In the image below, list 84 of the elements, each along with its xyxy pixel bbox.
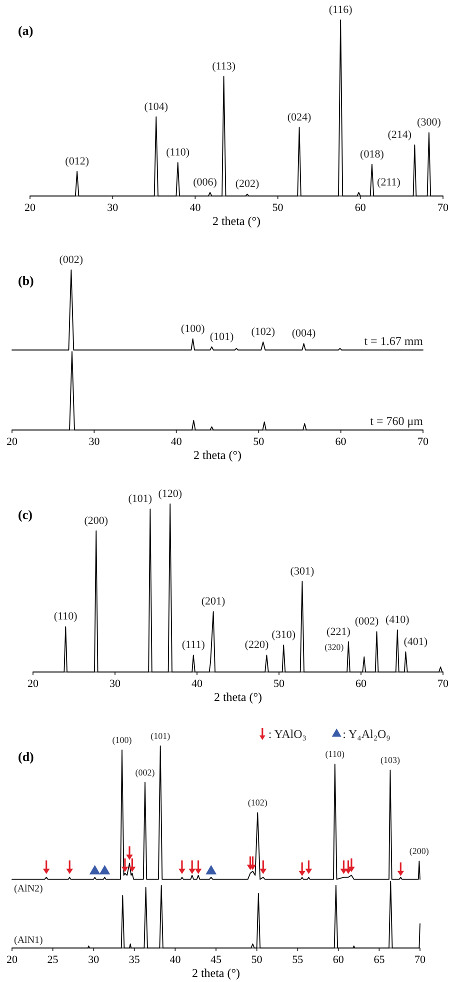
annotation: (100) xyxy=(112,735,132,746)
x-tick-label: 40 xyxy=(170,954,182,966)
annotation: (110) xyxy=(166,146,190,159)
x-axis-title: 2 theta (°) xyxy=(192,966,240,980)
x-tick-label: 30 xyxy=(88,436,100,448)
x-tick-label: 35 xyxy=(128,954,140,966)
x-axis-title: 2 theta (°) xyxy=(212,214,261,228)
annotation: (202) xyxy=(235,178,260,190)
x-tick-label: 25 xyxy=(47,954,59,966)
annotation: (211) xyxy=(377,176,401,188)
x-tick-label: 40 xyxy=(190,202,202,214)
series-label: t = 1.67 mm xyxy=(364,334,424,348)
annotation: (104) xyxy=(144,100,168,113)
annotation: (100) xyxy=(180,322,206,335)
x-axis-title: 2 theta (°) xyxy=(193,448,242,462)
annotation: (201) xyxy=(201,596,226,608)
annotation: (110) xyxy=(54,610,78,623)
x-tick-label: 60 xyxy=(335,436,347,448)
x-tick-label: 60 xyxy=(356,678,367,690)
annotation: (024) xyxy=(287,111,312,124)
chart-title: (d) xyxy=(18,749,34,764)
annotation: (300) xyxy=(417,116,442,129)
annotation: (200) xyxy=(84,514,108,527)
x-tick-label: 70 xyxy=(438,202,449,214)
annotation: (002) xyxy=(59,254,84,266)
x-tick-label: 20 xyxy=(28,678,39,690)
x-tick-label: 60 xyxy=(354,202,366,214)
series-label: (AlN1) xyxy=(14,935,43,946)
annotation: (120) xyxy=(158,488,182,500)
x-tick-label: 50 xyxy=(251,954,263,966)
annotation: (113) xyxy=(212,60,236,72)
x-tick-label: 30 xyxy=(88,954,100,966)
annotation: (111) xyxy=(182,639,206,652)
annotation: (220) xyxy=(244,639,269,652)
x-tick-label: 65 xyxy=(374,954,386,966)
series-label: t = 760 μm xyxy=(370,414,424,428)
x-tick-label: 50 xyxy=(253,436,265,448)
annotation: (410) xyxy=(385,614,410,626)
annotation: (103) xyxy=(380,755,400,766)
x-tick-label: 30 xyxy=(110,678,121,690)
annotation: (214) xyxy=(388,128,412,141)
x-tick-label: 20 xyxy=(6,954,18,966)
chart-title: (b) xyxy=(18,273,34,288)
legend-label: : YAlO₃ xyxy=(268,727,306,741)
series-label: (AlN2) xyxy=(14,883,43,894)
chart-title: (a) xyxy=(18,23,34,38)
x-tick-label: 40 xyxy=(170,436,182,448)
point xyxy=(99,864,110,874)
x-tick-label: 20 xyxy=(6,436,18,448)
x-tick-label: 50 xyxy=(274,678,285,690)
x-tick-label: 70 xyxy=(414,954,426,966)
x-tick-label: 50 xyxy=(272,202,284,214)
x-axis-title: 2 theta (°) xyxy=(214,690,262,704)
annotation: (018) xyxy=(360,148,384,160)
annotation: (301) xyxy=(290,565,314,578)
x-tick-label: 30 xyxy=(107,202,119,214)
annotation: (102) xyxy=(251,326,276,338)
annotation: (002) xyxy=(354,616,379,628)
annotation: (101) xyxy=(210,330,234,343)
annotation: (012) xyxy=(65,155,90,168)
x-tick-label: 40 xyxy=(192,678,203,690)
x-tick-label: 20 xyxy=(24,202,36,214)
legend-label: : Y₄Al₂O₉ xyxy=(342,727,390,741)
annotation: (110) xyxy=(325,749,344,760)
x-tick-label: 55 xyxy=(292,954,304,966)
annotation: (101) xyxy=(150,731,170,741)
x-tick-label: 60 xyxy=(332,954,344,966)
chart-title: (c) xyxy=(18,507,32,522)
annotation: (221) xyxy=(326,626,351,638)
annotation: (310) xyxy=(272,629,296,642)
annotation: (002) xyxy=(135,767,155,778)
annotation: (320) xyxy=(324,642,344,652)
annotation: (102) xyxy=(248,798,268,808)
x-tick-label: 70 xyxy=(438,678,449,690)
point xyxy=(206,864,217,874)
annotation: (004) xyxy=(292,328,316,340)
annotation: (200) xyxy=(409,846,429,856)
x-tick-label: 70 xyxy=(418,436,429,448)
annotation: (116) xyxy=(328,4,353,16)
annotation: (401) xyxy=(404,636,428,648)
point xyxy=(89,864,100,874)
x-tick-label: 45 xyxy=(210,954,222,966)
annotation: (006) xyxy=(193,176,218,188)
annotation: (101) xyxy=(128,493,152,506)
